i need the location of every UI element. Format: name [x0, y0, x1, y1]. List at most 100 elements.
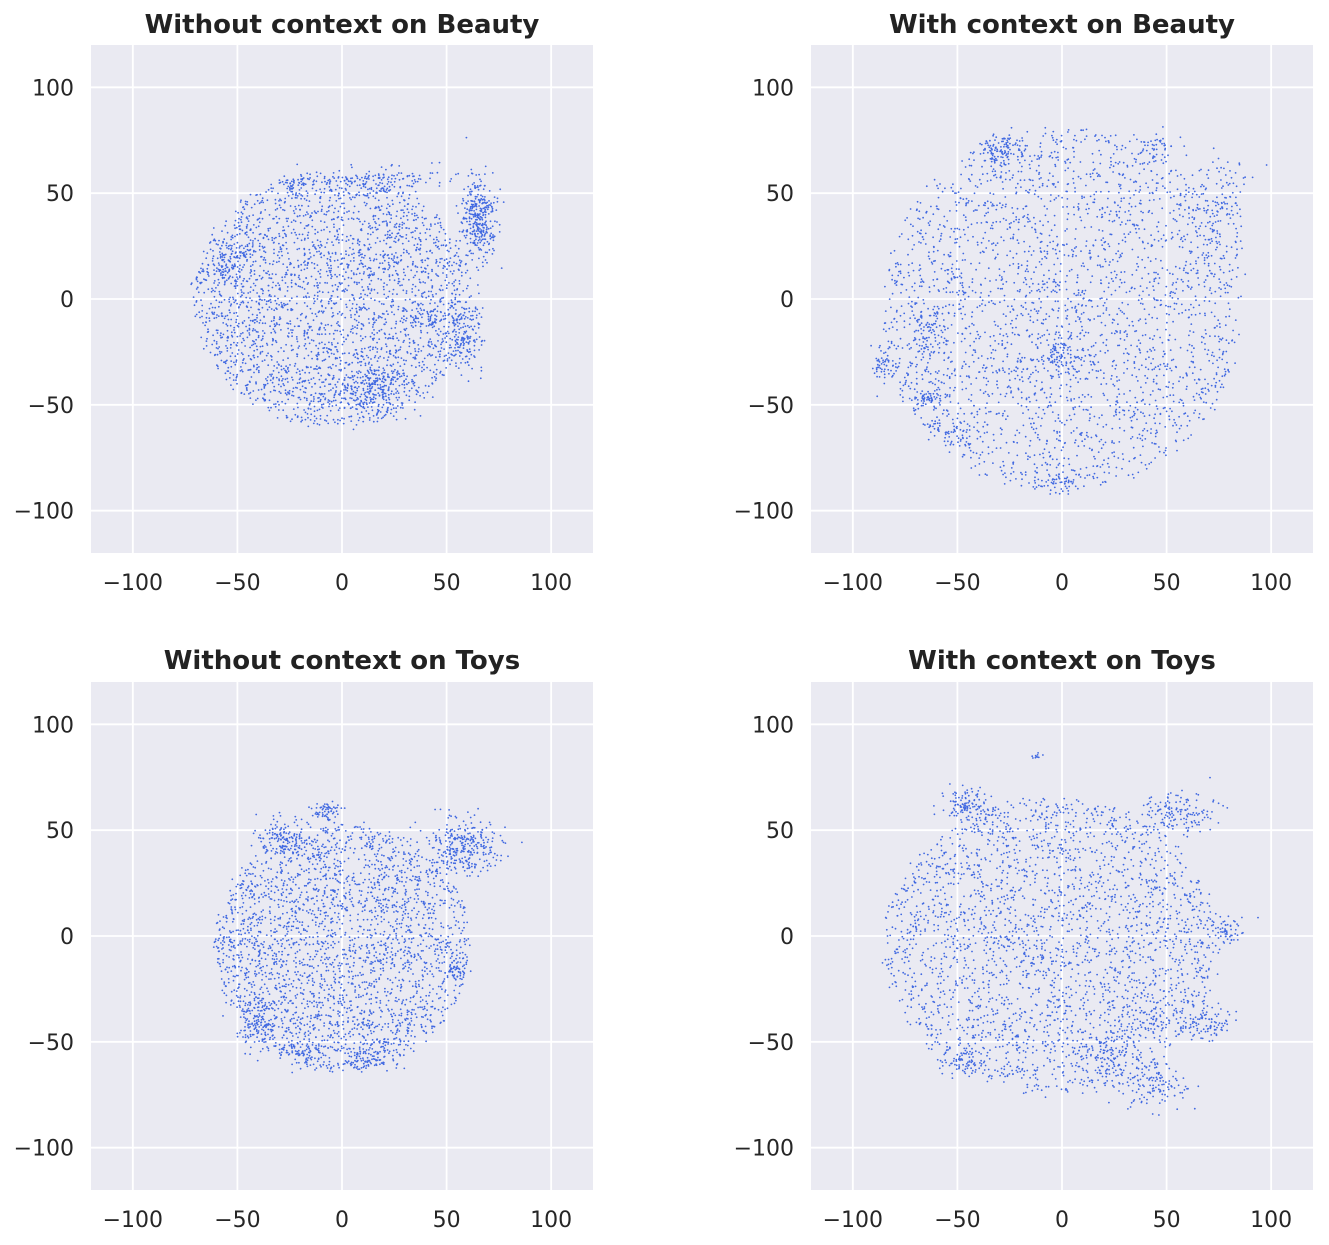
scatter-point [405, 234, 408, 236]
scatter-point [358, 218, 360, 221]
scatter-point [1022, 207, 1025, 210]
scatter-point [236, 241, 239, 244]
scatter-point [1066, 274, 1068, 277]
scatter-point [219, 255, 222, 258]
scatter-point [388, 279, 391, 281]
scatter-point [338, 241, 340, 244]
scatter-point [419, 307, 422, 310]
scatter-point [416, 214, 418, 217]
scatter-point [393, 174, 395, 177]
scatter-point [250, 206, 253, 209]
scatter-point [401, 224, 404, 226]
scatter-point [1068, 372, 1070, 375]
scatter-point [327, 251, 330, 254]
scatter-point [382, 213, 385, 215]
scatter-point [247, 301, 250, 304]
scatter-point [1141, 303, 1144, 305]
scatter-point [370, 369, 372, 372]
scatter-point [388, 185, 391, 188]
scatter-point [333, 226, 335, 229]
scatter-point [953, 389, 955, 392]
scatter-point [345, 306, 348, 308]
scatter-point [296, 163, 299, 166]
scatter-point [307, 329, 309, 331]
scatter-point [230, 331, 233, 334]
scatter-point [999, 447, 1002, 449]
scatter-point [1176, 449, 1178, 452]
scatter-point [333, 211, 335, 214]
scatter-point [358, 272, 361, 275]
scatter-point [378, 300, 381, 303]
scatter-point [1086, 203, 1089, 206]
scatter-point [418, 361, 421, 364]
scatter-point [387, 393, 390, 396]
scatter-point [1198, 283, 1200, 286]
scatter-point [1012, 308, 1014, 310]
scatter-point [388, 290, 391, 293]
scatter-point [445, 335, 448, 338]
scatter-point [1138, 433, 1141, 436]
scatter-point [414, 285, 417, 288]
scatter-point [473, 339, 475, 342]
scatter-point [360, 308, 363, 311]
scatter-point [1008, 223, 1011, 225]
scatter-point [256, 320, 258, 323]
scatter-point [303, 357, 306, 360]
scatter-point [336, 230, 339, 233]
scatter-point [306, 264, 309, 266]
scatter-point [277, 192, 279, 195]
scatter-point [458, 318, 461, 321]
scatter-point [442, 333, 445, 335]
scatter-point [1161, 245, 1164, 248]
scatter-point [973, 159, 975, 162]
scatter-point [339, 330, 342, 333]
scatter-point [268, 299, 270, 302]
scatter-point [382, 381, 385, 384]
scatter-point [290, 308, 292, 310]
scatter-point [376, 420, 379, 423]
scatter-point [381, 221, 384, 223]
scatter-point [976, 306, 979, 309]
scatter-point [890, 321, 893, 324]
scatter-point [319, 246, 321, 249]
scatter-point [944, 269, 946, 272]
scatter-point [352, 248, 354, 251]
scatter-point [962, 198, 965, 201]
scatter-point [252, 244, 254, 246]
scatter-point [246, 383, 249, 386]
scatter-point [997, 325, 999, 327]
scatter-point [367, 188, 369, 191]
scatter-point [239, 335, 242, 337]
scatter-point [308, 403, 311, 406]
scatter-point [315, 344, 317, 347]
scatter-point [385, 395, 387, 398]
scatter-point [355, 332, 358, 335]
scatter-point [343, 406, 346, 409]
scatter-point [1153, 417, 1155, 420]
scatter-point [217, 305, 220, 308]
scatter-point [430, 314, 433, 316]
scatter-point [290, 285, 293, 288]
scatter-point [235, 273, 238, 276]
scatter-point [304, 391, 307, 394]
scatter-point [402, 341, 405, 343]
scatter-point [444, 317, 447, 320]
scatter-point [458, 351, 461, 353]
scatter-point [439, 310, 442, 313]
scatter-point [1191, 372, 1194, 375]
y-tick-label: 0 [60, 288, 74, 313]
scatter-point [361, 176, 363, 179]
scatter-point [377, 357, 380, 359]
scatter-point [1232, 329, 1234, 332]
scatter-point [438, 355, 441, 358]
scatter-point [283, 384, 285, 387]
scatter-point [1067, 129, 1070, 131]
scatter-point [338, 187, 341, 189]
scatter-point [433, 242, 435, 244]
scatter-point [465, 136, 468, 139]
scatter-point [392, 337, 395, 340]
scatter-point [437, 359, 440, 362]
scatter-point [936, 372, 939, 374]
scatter-point [431, 162, 433, 164]
scatter-point [320, 220, 322, 223]
